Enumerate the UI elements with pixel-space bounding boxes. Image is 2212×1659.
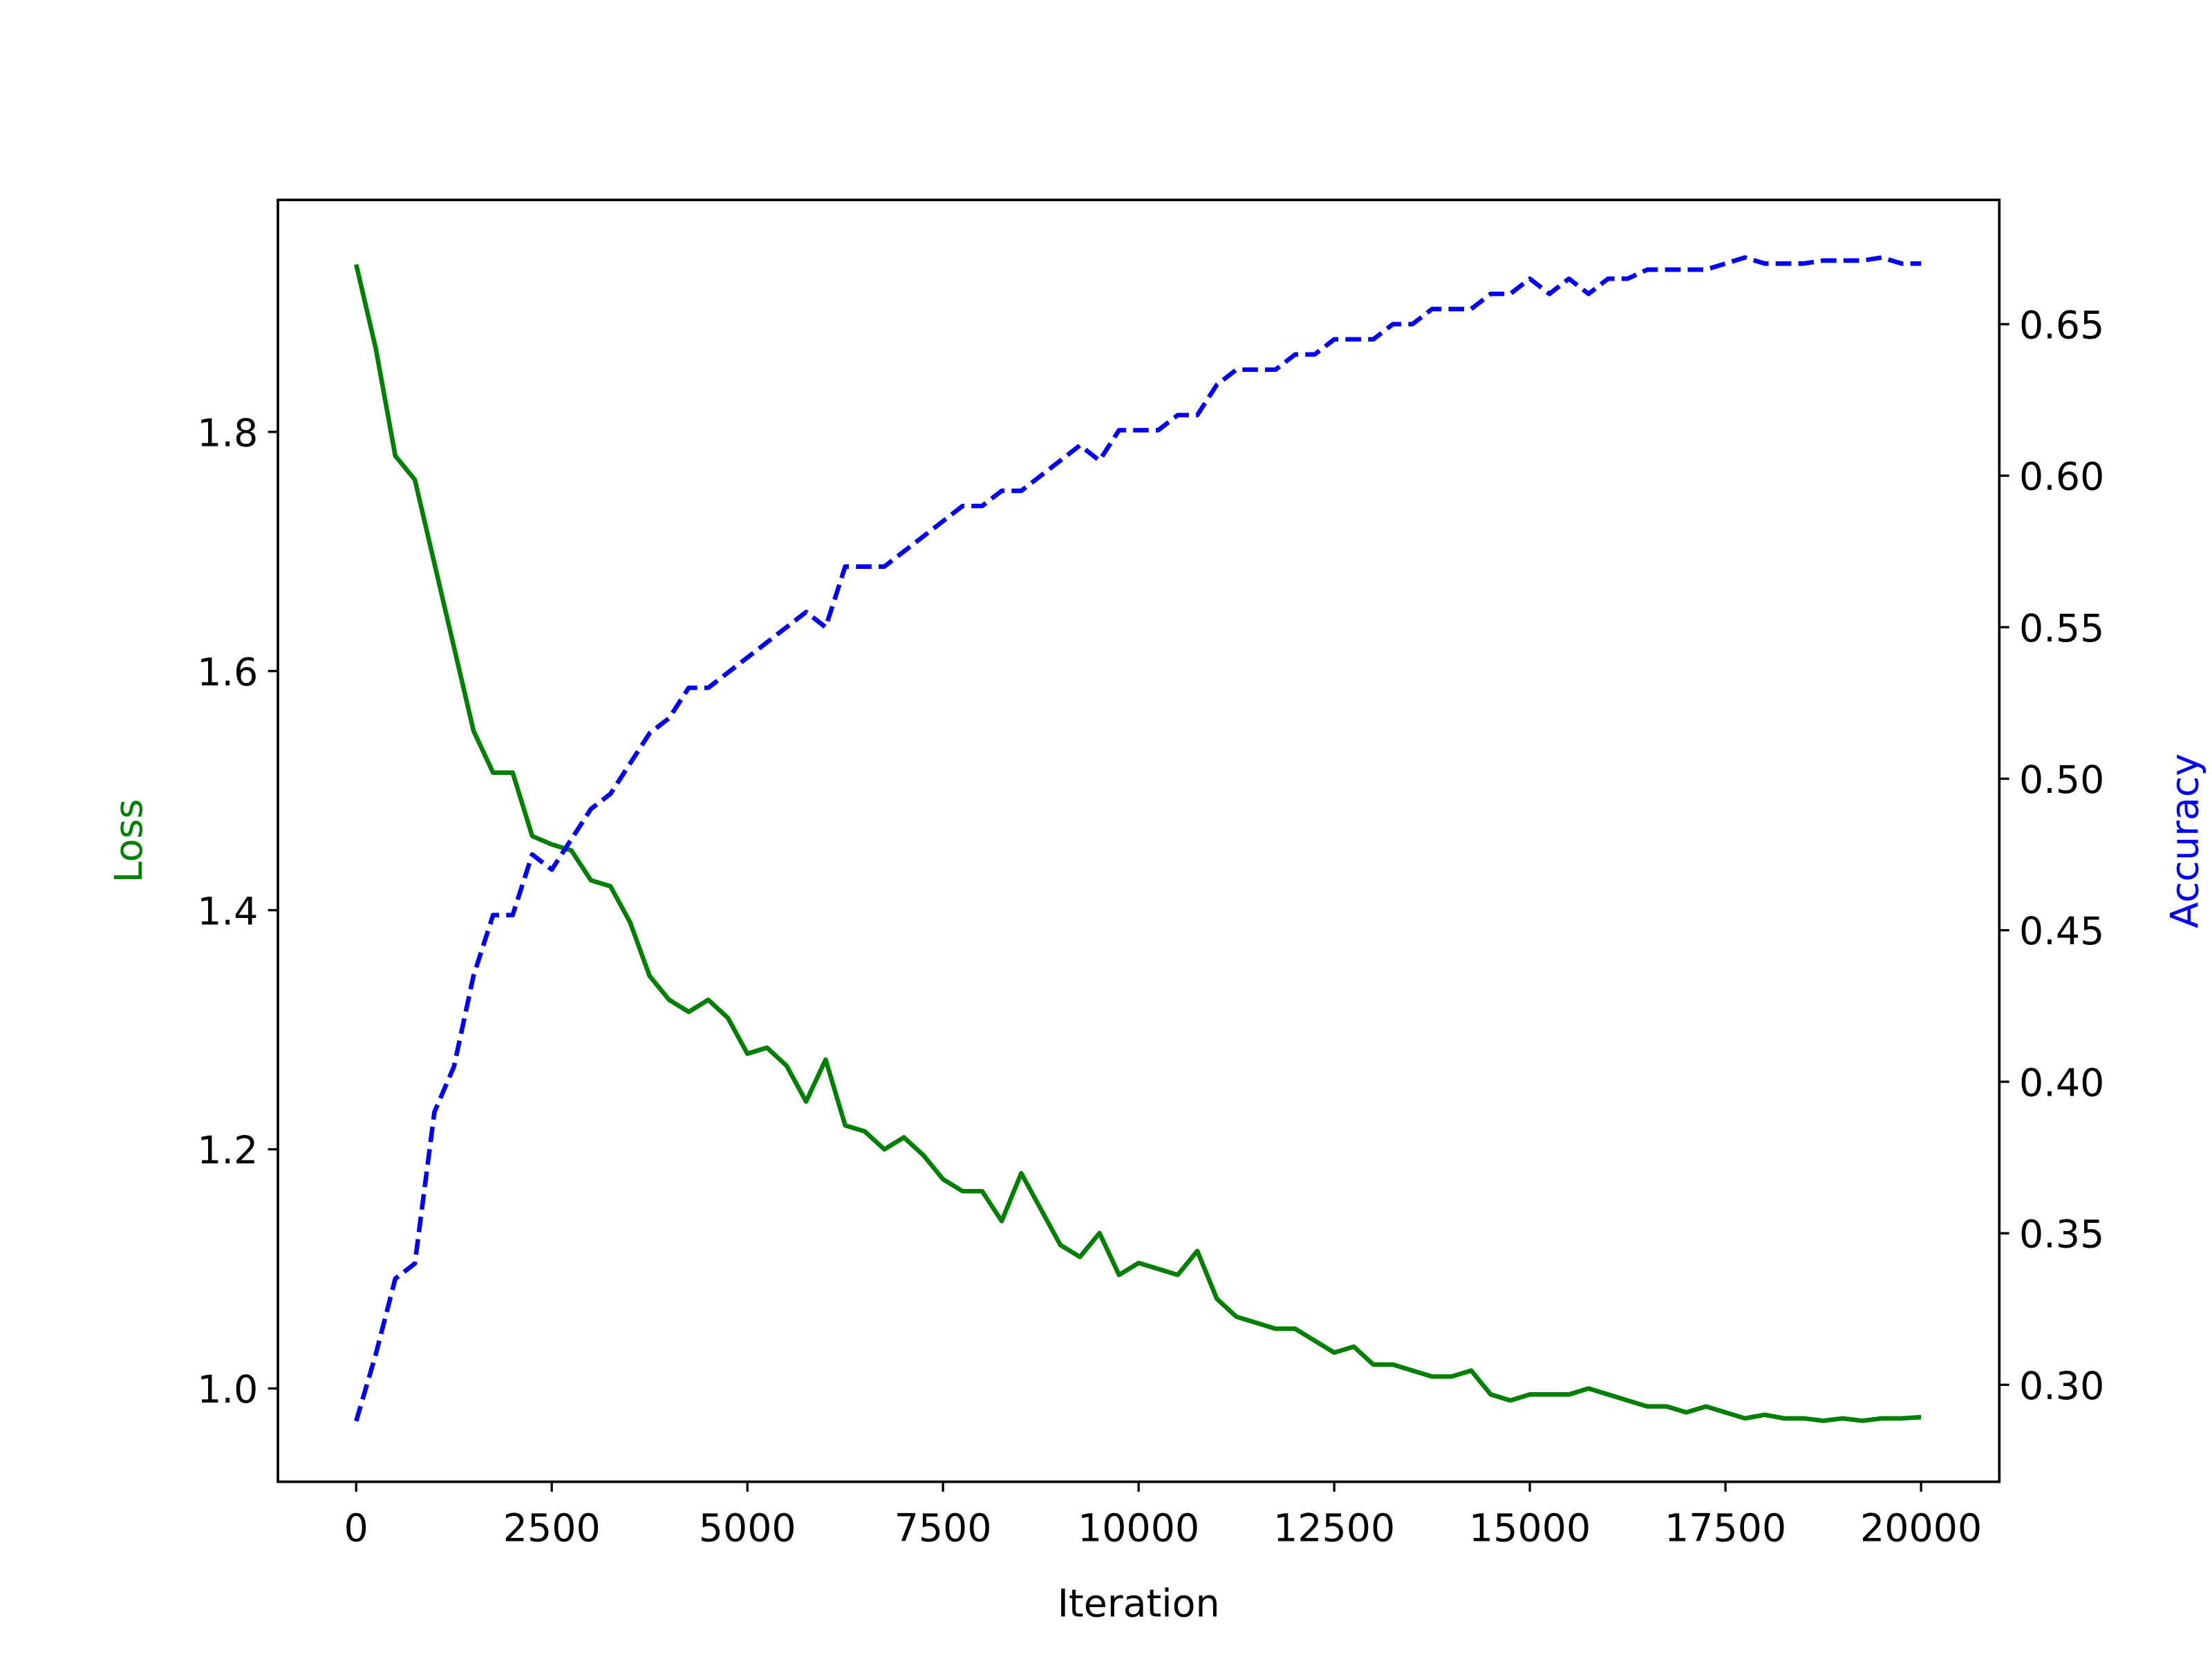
y-axis-label: Loss — [107, 799, 151, 883]
y2-tick-label: 0.60 — [2019, 456, 2104, 500]
x-tick-label: 5000 — [699, 1507, 796, 1551]
y2-tick-label: 0.50 — [2019, 758, 2104, 803]
y2-tick-label: 0.65 — [2019, 303, 2104, 348]
x-tick-label: 0 — [344, 1507, 368, 1551]
y-tick-label: 1.4 — [197, 890, 258, 934]
line-series — [354, 263, 1922, 1423]
y-tick-label: 1.6 — [197, 650, 258, 695]
x-tick-label: 7500 — [894, 1507, 992, 1551]
x-tick-label: 10000 — [1078, 1507, 1199, 1551]
y2-axis-label: Accuracy — [2163, 753, 2207, 928]
y2-tick-label: 0.55 — [2019, 607, 2104, 651]
x-tick-label: 17500 — [1665, 1507, 1786, 1551]
line-series — [354, 255, 1922, 1422]
y-tick-label: 1.0 — [197, 1368, 258, 1412]
x-tick-label: 12500 — [1273, 1507, 1395, 1551]
y2-tick-label: 0.40 — [2019, 1061, 2104, 1105]
y-tick-label: 1.2 — [197, 1129, 258, 1173]
x-axis-label: Iteration — [1058, 1582, 1220, 1626]
x-tick-label: 15000 — [1469, 1507, 1591, 1551]
y2-tick-label: 0.45 — [2019, 910, 2104, 954]
x-tick-label: 20000 — [1860, 1507, 1982, 1551]
y2-tick-label: 0.35 — [2019, 1213, 2104, 1257]
y-tick-label: 1.8 — [197, 411, 258, 456]
x-tick-label: 2500 — [503, 1507, 601, 1551]
y2-tick-label: 0.30 — [2019, 1365, 2104, 1409]
plot-frame — [276, 198, 2001, 1483]
